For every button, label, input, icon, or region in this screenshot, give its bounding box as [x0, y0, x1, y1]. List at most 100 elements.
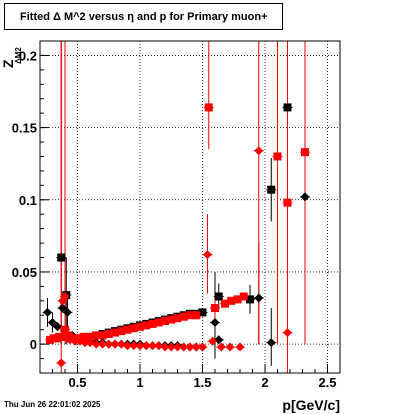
grid	[40, 41, 340, 373]
square-marker	[154, 318, 163, 327]
diamond-marker	[300, 192, 310, 202]
data-points	[43, 103, 310, 368]
diamond-marker	[116, 339, 126, 349]
diamond-marker	[148, 341, 157, 351]
diamond-marker	[51, 332, 61, 342]
diamond-marker	[254, 146, 264, 156]
square-marker	[79, 332, 88, 341]
diamond-marker	[48, 317, 57, 327]
square-marker	[61, 325, 69, 334]
square-marker	[64, 331, 73, 340]
error-bars	[42, 41, 310, 373]
square-marker	[111, 328, 119, 337]
square-marker	[123, 325, 132, 334]
diamond-marker	[91, 339, 101, 349]
square-marker	[221, 299, 229, 308]
diamond-marker	[104, 339, 114, 349]
diamond-marker	[173, 342, 182, 352]
diamond-marker	[129, 341, 139, 351]
square-marker	[267, 185, 276, 194]
square-marker	[104, 330, 113, 339]
x-tick-label: 1	[136, 375, 143, 390]
diamond-marker	[208, 336, 217, 346]
diamond-marker	[198, 342, 207, 352]
y-axis-title: Z ΔM2	[0, 47, 23, 68]
diamond-marker	[210, 317, 220, 327]
diamond-marker	[216, 342, 226, 352]
plot-frame	[39, 40, 341, 374]
square-marker	[148, 319, 157, 328]
square-marker	[73, 334, 82, 343]
diamond-marker	[60, 291, 70, 301]
x-tick-label: 0.5	[68, 375, 86, 390]
diamond-marker	[80, 338, 90, 348]
square-marker	[204, 103, 213, 112]
diamond-marker	[141, 341, 151, 351]
diamond-marker	[123, 341, 132, 351]
x-tick-label: 1.5	[193, 375, 211, 390]
diamond-marker	[160, 342, 170, 352]
square-marker	[173, 314, 182, 323]
y-tick-label: 0.05	[12, 265, 37, 280]
diamond-marker	[70, 336, 80, 346]
x-tick-label: 2	[261, 375, 268, 390]
diamond-marker	[283, 328, 292, 338]
diamond-marker	[191, 342, 201, 352]
y-tick-label: 0.1	[19, 193, 37, 208]
diamond-marker	[85, 338, 95, 348]
y-axis-title-subscript: ΔM2	[14, 47, 23, 64]
diamond-marker	[214, 335, 224, 345]
y-tick-label: 0	[30, 337, 37, 352]
diamond-marker	[203, 250, 212, 260]
diamond-marker	[53, 322, 62, 332]
square-marker	[86, 332, 94, 341]
square-marker	[129, 324, 138, 333]
chart-title-text: Fitted Δ M^2 versus η and p for Primary …	[20, 10, 268, 23]
square-marker	[227, 296, 236, 305]
diamond-marker	[235, 342, 245, 352]
timestamp-footer: Thu Jun 26 22:01:02 2025	[4, 400, 101, 409]
square-marker	[301, 148, 309, 157]
square-marker	[142, 321, 151, 330]
y-tick-label: 0.2	[19, 48, 37, 63]
diamond-marker	[135, 341, 145, 351]
square-marker	[246, 295, 254, 304]
square-marker	[186, 311, 194, 320]
diamond-marker	[110, 339, 120, 349]
square-marker	[273, 152, 282, 161]
square-marker	[136, 322, 144, 331]
square-marker	[233, 295, 242, 304]
chart-title: Fitted Δ M^2 versus η and p for Primary …	[4, 3, 283, 30]
square-marker	[198, 308, 207, 317]
square-marker	[98, 331, 107, 340]
square-marker	[239, 292, 248, 301]
diamond-marker	[254, 293, 264, 303]
x-tick-label: 2.5	[318, 375, 336, 390]
diamond-marker	[56, 358, 66, 368]
square-marker	[283, 103, 292, 112]
diamond-marker	[98, 339, 107, 349]
square-marker	[214, 292, 223, 301]
axis-ticks: 0.5 1 1.5 2 2.5 0 0.05 0.1 0.15 0.2	[12, 40, 341, 390]
square-marker	[179, 312, 188, 321]
diamond-marker	[154, 341, 164, 351]
y-tick-label: 0.15	[12, 121, 37, 136]
square-marker	[117, 327, 126, 336]
square-marker	[192, 311, 201, 320]
y-axis-title-main: Z	[0, 59, 16, 68]
diamond-marker	[266, 338, 276, 348]
square-marker	[92, 331, 101, 340]
diamond-marker	[43, 307, 52, 317]
square-marker	[211, 304, 219, 313]
square-marker	[57, 253, 66, 262]
square-marker	[161, 317, 169, 326]
diamond-marker	[58, 303, 67, 313]
diamond-marker	[185, 342, 195, 352]
square-marker	[167, 315, 176, 324]
diamond-marker	[225, 342, 235, 352]
x-axis-title: p[GeV/c]	[282, 397, 340, 413]
diamond-marker	[166, 342, 176, 352]
diamond-marker	[179, 342, 189, 352]
diamond-marker	[63, 307, 72, 317]
